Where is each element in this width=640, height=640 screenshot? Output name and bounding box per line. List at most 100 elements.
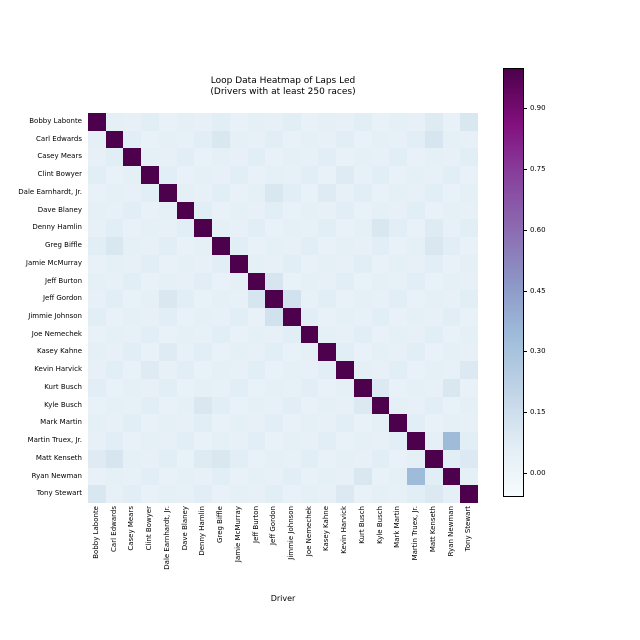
heatmap-cell (318, 254, 337, 273)
heatmap-cell (282, 183, 301, 202)
heatmap-cell (176, 361, 195, 379)
heatmap-cell (407, 201, 425, 220)
heatmap-cell (194, 467, 213, 486)
heatmap-cell (176, 396, 195, 415)
heatmap-cell (336, 361, 354, 379)
heatmap-cell (247, 113, 266, 131)
heatmap-cell (105, 307, 124, 326)
heatmap-cell (88, 396, 106, 415)
heatmap-cell (176, 254, 195, 273)
heatmap-cell (389, 219, 408, 238)
y-tick-label: Kasey Kahne (36, 347, 82, 356)
heatmap-cell (424, 130, 443, 149)
heatmap-cell (265, 113, 283, 131)
heatmap-cell (389, 237, 408, 255)
heatmap-cell (389, 290, 408, 308)
chart-title: Loop Data Heatmap of Laps Led (Drivers w… (88, 76, 478, 98)
heatmap-cell (318, 307, 337, 326)
heatmap-cell (265, 325, 283, 344)
heatmap-cell (371, 201, 390, 220)
heatmap-cell (300, 130, 319, 149)
heatmap-cell (460, 113, 478, 131)
heatmap-cell (371, 237, 390, 255)
heatmap-cell (300, 113, 319, 131)
heatmap-cell (247, 183, 266, 202)
heatmap-cell (460, 485, 478, 503)
y-tick-label: Joe Nemechek (31, 329, 82, 338)
heatmap-cell (212, 183, 230, 202)
y-tick-label: Kurt Busch (44, 382, 82, 391)
colorbar-tick-label: 0.60 (530, 225, 546, 234)
heatmap-cell (265, 432, 283, 450)
heatmap-cell (353, 449, 372, 468)
heatmap-cell (300, 432, 319, 450)
heatmap-cell (194, 432, 213, 450)
heatmap-cell (353, 414, 372, 433)
heatmap-cell (389, 254, 408, 273)
heatmap-cell (300, 343, 319, 362)
heatmap-cell (282, 396, 301, 415)
heatmap-cell (282, 343, 301, 362)
heatmap-cell (336, 449, 354, 468)
heatmap-cell (300, 307, 319, 326)
heatmap-cell (105, 272, 124, 291)
heatmap-cell (407, 343, 425, 362)
heatmap-cell (407, 485, 425, 503)
heatmap-cell (141, 343, 159, 362)
heatmap-cell (212, 485, 230, 503)
heatmap-cell (265, 467, 283, 486)
heatmap-cell (265, 307, 283, 326)
heatmap-cell (336, 432, 354, 450)
heatmap-cell (105, 449, 124, 468)
heatmap-cell (194, 414, 213, 433)
heatmap-cell (336, 201, 354, 220)
heatmap-cell (282, 254, 301, 273)
heatmap-cell (460, 166, 478, 184)
heatmap-cell (123, 432, 142, 450)
heatmap-cell (105, 361, 124, 379)
heatmap-cell (88, 272, 106, 291)
heatmap-cell (300, 414, 319, 433)
heatmap-cell (123, 361, 142, 379)
heatmap-cell (158, 467, 177, 486)
colorbar-tick-mark (524, 472, 527, 474)
heatmap-cell (442, 201, 461, 220)
heatmap-cell (424, 414, 443, 433)
heatmap-cell (460, 237, 478, 255)
heatmap-cell (158, 113, 177, 131)
heatmap-cell (229, 237, 248, 255)
heatmap-cell (176, 130, 195, 149)
heatmap-cell (123, 166, 142, 184)
heatmap-cell (247, 414, 266, 433)
heatmap-cell (194, 378, 213, 397)
heatmap-cell (158, 219, 177, 238)
heatmap-cell (282, 467, 301, 486)
heatmap-cell (424, 432, 443, 450)
heatmap-cell (141, 432, 159, 450)
heatmap-cell (105, 130, 124, 149)
heatmap-cell (123, 183, 142, 202)
heatmap-cell (247, 254, 266, 273)
heatmap-cell (424, 361, 443, 379)
heatmap-cell (282, 307, 301, 326)
heatmap-cell (300, 378, 319, 397)
heatmap-cell (300, 449, 319, 468)
heatmap-cell (141, 325, 159, 344)
heatmap-cell (247, 378, 266, 397)
heatmap-cell (318, 113, 337, 131)
y-tick-label: Casey Mears (37, 152, 82, 161)
heatmap-cell (229, 307, 248, 326)
heatmap-cell (353, 396, 372, 415)
heatmap-cell (212, 396, 230, 415)
heatmap-cell (389, 414, 408, 433)
heatmap-cell (460, 307, 478, 326)
heatmap-cell (212, 414, 230, 433)
heatmap-cell (265, 361, 283, 379)
heatmap-cell (424, 254, 443, 273)
heatmap-cell (123, 449, 142, 468)
heatmap-cell (442, 183, 461, 202)
heatmap-cell (194, 325, 213, 344)
heatmap-cell (460, 183, 478, 202)
heatmap-cell (300, 183, 319, 202)
heatmap-cell (407, 307, 425, 326)
